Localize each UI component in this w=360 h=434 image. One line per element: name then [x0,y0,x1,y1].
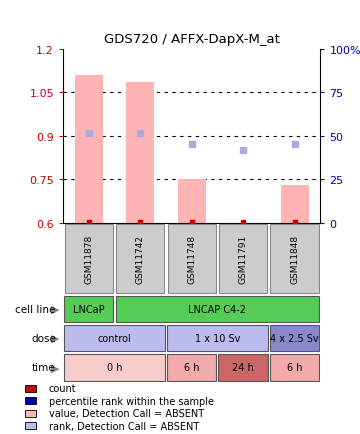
Text: 24 h: 24 h [232,362,254,372]
Text: GSM11742: GSM11742 [136,234,145,283]
Bar [25,385,36,391]
Point [292,219,298,226]
Bar [177,180,206,223]
Text: dose: dose [31,333,56,343]
Point [189,141,195,148]
Text: GSM11878: GSM11878 [84,234,93,283]
Bar [116,224,165,293]
Point [292,141,298,148]
Text: 4 x 2.5 Sv: 4 x 2.5 Sv [270,333,319,343]
Text: ▶: ▶ [51,362,59,372]
Bar [270,224,319,293]
Point [86,130,91,137]
Text: value, Detection Call = ABSENT: value, Detection Call = ABSENT [49,408,204,418]
Bar [116,296,319,322]
Text: control: control [98,333,131,343]
Point [86,219,91,226]
Text: rank, Detection Call = ABSENT: rank, Detection Call = ABSENT [49,421,199,431]
Bar [64,296,113,322]
Bar [25,422,36,429]
Bar [219,354,268,381]
Bar [167,354,216,381]
Text: percentile rank within the sample: percentile rank within the sample [49,396,214,406]
Bar [270,354,319,381]
Text: 1 x 10 Sv: 1 x 10 Sv [195,333,240,343]
Text: time: time [32,362,56,372]
Point [138,131,143,138]
Point [240,219,246,226]
Text: cell line: cell line [15,304,56,314]
Bar [167,224,216,293]
Point [138,219,143,226]
Point [240,147,246,154]
Title: GDS720 / AFFX-DapX-M_at: GDS720 / AFFX-DapX-M_at [104,33,280,46]
Bar [25,410,36,417]
Bar [25,397,36,404]
Text: count: count [49,383,77,393]
Bar [126,83,154,223]
Text: ▶: ▶ [51,333,59,343]
Text: LNCaP: LNCaP [73,304,104,314]
Bar [167,325,268,352]
Bar [280,185,309,223]
Text: GSM11748: GSM11748 [187,234,196,283]
Point [189,219,195,226]
Bar [64,354,165,381]
Bar [64,224,113,293]
Text: GSM11791: GSM11791 [239,234,248,283]
Text: GSM11848: GSM11848 [290,234,299,283]
Text: ▶: ▶ [51,304,59,314]
Bar [64,325,165,352]
Text: 6 h: 6 h [287,362,302,372]
Bar [270,325,319,352]
Text: 6 h: 6 h [184,362,199,372]
Bar [219,224,267,293]
Text: 0 h: 0 h [107,362,122,372]
Text: LNCAP C4-2: LNCAP C4-2 [188,304,247,314]
Bar [75,76,103,223]
